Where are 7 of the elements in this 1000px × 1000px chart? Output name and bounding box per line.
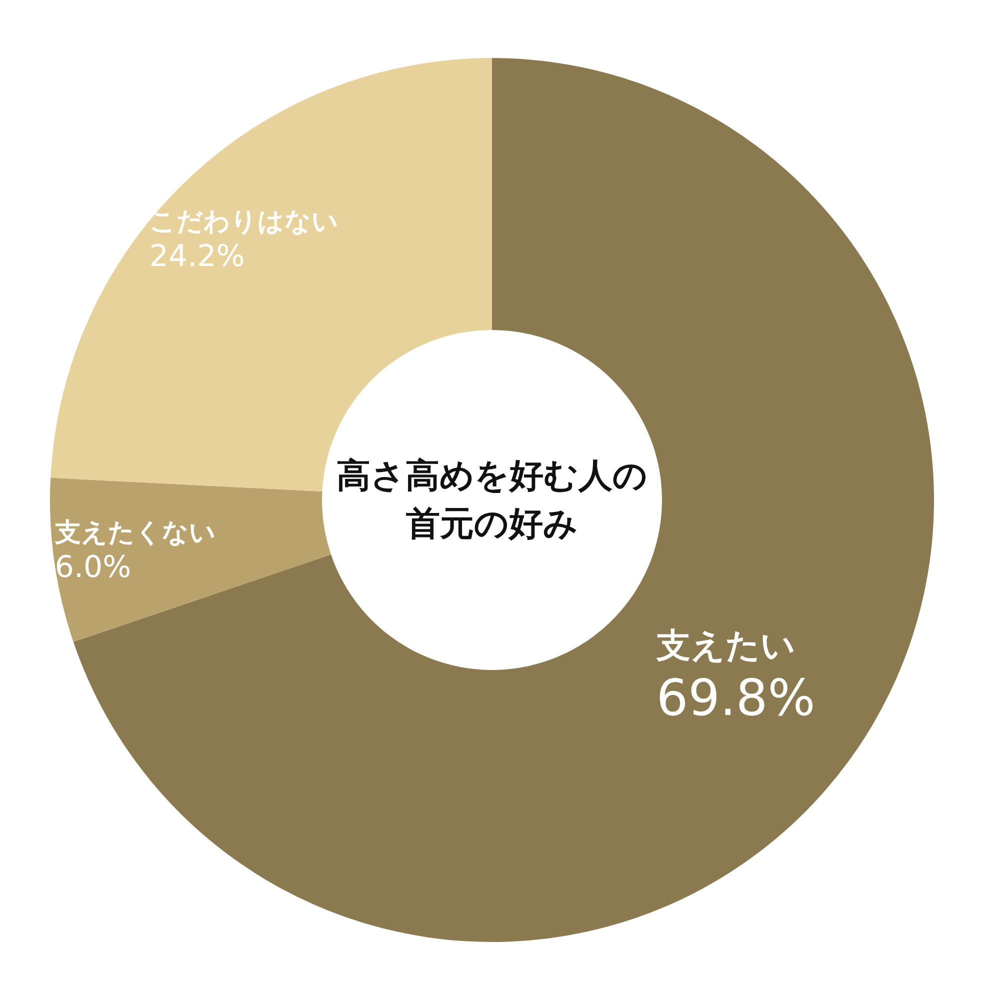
slice-label: 支えたい — [656, 624, 796, 668]
data-label: 24.2% — [149, 239, 246, 274]
slice-label: 支えたくない — [54, 516, 216, 550]
slice-label: こだわりはない — [149, 206, 338, 240]
text: 高さ高めを好む人の首元の好み — [336, 455, 648, 546]
data-label: 6.0% — [54, 550, 132, 585]
data-label: 69.8% — [656, 668, 816, 727]
